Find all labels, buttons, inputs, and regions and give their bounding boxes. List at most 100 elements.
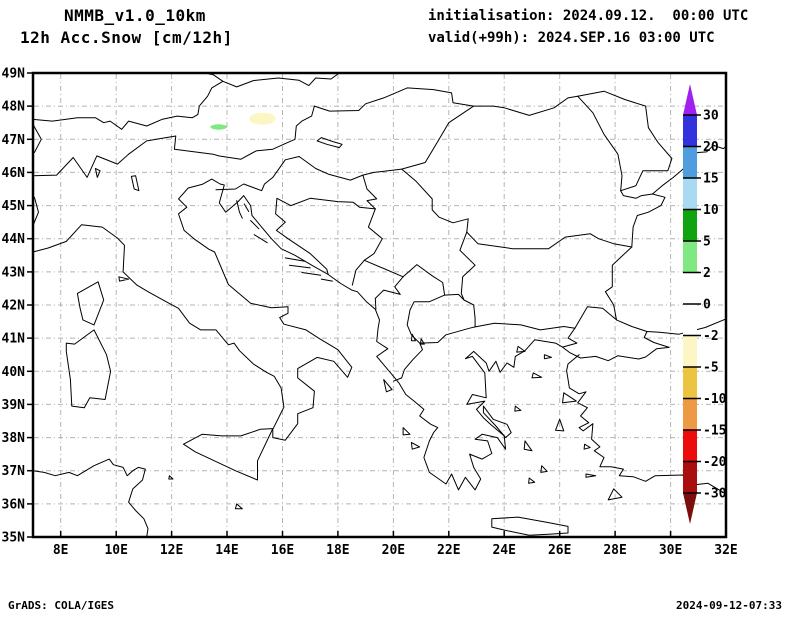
colorbar-label--10: -10 [703, 392, 727, 407]
feature-lake-balaton [316, 137, 343, 149]
feature-island-malta [234, 503, 243, 510]
feature-island-corfu [383, 379, 393, 393]
lat-label-40N: 40N [2, 365, 26, 380]
feature-island-sardinia [65, 329, 112, 409]
lat-label-41N: 41N [2, 332, 26, 347]
feature-island-limnos [531, 372, 543, 379]
lon-label-22E: 22E [437, 543, 460, 558]
colorbar-segment-0 [683, 115, 697, 147]
feature-border-alps-south [32, 135, 286, 178]
feature-coast-blacksea-west [604, 190, 666, 332]
feature-coast-italy [32, 178, 353, 441]
lat-label-49N: 49N [2, 67, 26, 82]
feature-islands-hvar [288, 264, 311, 269]
map-features [32, 72, 727, 538]
lat-label-36N: 36N [2, 497, 26, 512]
feature-border-romania-bulgaria [466, 231, 633, 250]
feature-border-greece-turkey [562, 327, 578, 348]
feature-border-hungary-romania [362, 105, 475, 176]
feature-coast-east-adriatic-greece [218, 183, 581, 491]
feature-border-serbia-romania [401, 168, 469, 233]
graticule [34, 74, 725, 536]
feature-border-moldova-dniester [577, 90, 673, 192]
feature-coast-north-africa [32, 458, 149, 538]
lat-label-42N: 42N [2, 299, 26, 314]
feature-islands-kvarner-2 [243, 203, 250, 212]
lat-label-44N: 44N [2, 232, 26, 247]
lat-label-43N: 43N [2, 265, 26, 280]
lon-label-18E: 18E [326, 543, 349, 558]
feature-island-elba [118, 276, 130, 282]
colorbar-label-15: 15 [703, 172, 719, 187]
colorbar-label-30: 30 [703, 109, 719, 124]
feature-border-swiss-west [32, 123, 42, 153]
lon-label-16E: 16E [271, 543, 294, 558]
lat-label-35N: 35N [2, 531, 26, 546]
feature-border-france-italy [32, 196, 39, 226]
feature-island-thasos [516, 345, 526, 353]
axis-labels: 49N 48N 47N 46N 45N 44N 43N 42N 41N 40N 39N 38N 37N 3… [2, 67, 738, 559]
colorbar-segment-11 [683, 461, 697, 493]
feature-islands-dugi-otok [253, 234, 268, 244]
feature-island-milos [528, 477, 536, 484]
colorbar-segment-7 [683, 335, 697, 367]
lon-label-26E: 26E [548, 543, 571, 558]
feature-lake-como [94, 168, 101, 178]
lat-label-39N: 39N [2, 398, 26, 413]
snow-patches [210, 112, 276, 130]
init-time-label: initialisation: 2024.09.12. 00:00 UTC [428, 8, 749, 24]
feature-island-andros [523, 440, 533, 452]
feature-border-romania-ukraine [473, 95, 579, 116]
feature-island-sicily [183, 428, 274, 481]
feature-islands-brac [284, 257, 306, 262]
lon-label-8E: 8E [53, 543, 69, 558]
colorbar-segment-10 [683, 430, 697, 462]
colorbar-segment-1 [683, 146, 697, 178]
lat-label-47N: 47N [2, 133, 26, 148]
feature-border-austria-hungary [284, 105, 315, 145]
colorbar-segment-5 [683, 272, 697, 304]
feature-islands-kvarner-1 [236, 200, 243, 219]
valid-time-label: valid(+99h): 2024.SEP.16 03:00 UTC [428, 30, 715, 46]
feature-islands-korcula [301, 272, 322, 276]
colorbar-label-5: 5 [703, 235, 711, 250]
colorbar-segment-4 [683, 241, 697, 273]
feature-coast-turkey-aegean [566, 354, 727, 495]
lat-label-48N: 48N [2, 100, 26, 115]
snow-patch-positive [210, 124, 227, 130]
feature-coast-marmara-blacksea-turkey [580, 318, 727, 362]
feature-lake-garda [130, 175, 140, 192]
feature-island-zakynthos [410, 442, 421, 450]
colorbar-label-20: 20 [703, 140, 719, 155]
feature-island-kos [585, 473, 597, 478]
snow-patch-negative [249, 112, 276, 125]
lon-label-12E: 12E [160, 543, 183, 558]
lon-label-28E: 28E [603, 543, 626, 558]
colorbar-label-2: 2 [703, 266, 711, 281]
feature-island-euboea [482, 405, 512, 439]
feature-island-naxos [540, 465, 548, 473]
lat-label-37N: 37N [2, 464, 26, 479]
feature-lake-prespa [420, 338, 425, 345]
feature-island-skyros [514, 405, 522, 412]
lon-label-14E: 14E [215, 543, 238, 558]
colorbar-label--15: -15 [703, 424, 726, 439]
feature-border-serbia-bulgaria [459, 231, 476, 301]
colorbar-label--5: -5 [703, 361, 719, 376]
feature-island-samos [583, 443, 591, 450]
lon-label-30E: 30E [659, 543, 682, 558]
colorbar-segment-6 [683, 304, 697, 336]
feature-border-bulgaria-turkey [574, 306, 617, 329]
feature-border-croatia-bosnia-west [275, 197, 329, 275]
colorbar-arrow-top [683, 84, 697, 115]
creation-timestamp: 2024-09-12-07:33 [676, 599, 782, 612]
colorbar-label-10: 10 [703, 203, 719, 218]
colorbar-label-0: 0 [703, 298, 711, 313]
product-title: 12h Acc.Snow [cm/12h] [20, 28, 233, 47]
feature-border-albania-greece [392, 342, 423, 382]
feature-border-alps-north [32, 72, 340, 130]
lat-label-38N: 38N [2, 431, 26, 446]
feature-border-bulgaria-greece [474, 322, 576, 331]
